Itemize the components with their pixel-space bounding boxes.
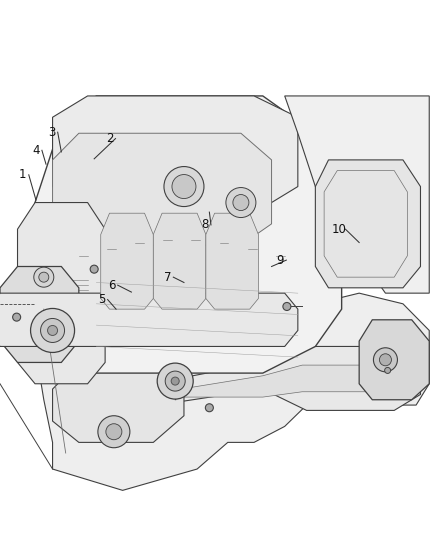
Circle shape bbox=[48, 326, 57, 335]
Circle shape bbox=[374, 348, 397, 372]
Circle shape bbox=[379, 354, 392, 366]
Polygon shape bbox=[0, 293, 298, 346]
Circle shape bbox=[164, 166, 204, 207]
Circle shape bbox=[165, 371, 185, 391]
Circle shape bbox=[39, 272, 49, 282]
Circle shape bbox=[205, 403, 213, 412]
Polygon shape bbox=[35, 293, 429, 490]
Circle shape bbox=[34, 267, 54, 287]
Text: 9: 9 bbox=[276, 254, 284, 266]
Polygon shape bbox=[131, 365, 412, 397]
Polygon shape bbox=[35, 96, 342, 373]
Circle shape bbox=[172, 174, 196, 199]
Polygon shape bbox=[206, 213, 258, 309]
Circle shape bbox=[90, 265, 98, 273]
Polygon shape bbox=[0, 266, 79, 362]
Text: 1: 1 bbox=[19, 168, 27, 181]
Text: 10: 10 bbox=[332, 223, 347, 236]
Circle shape bbox=[233, 195, 249, 211]
Text: 3: 3 bbox=[48, 126, 55, 139]
Polygon shape bbox=[153, 213, 206, 309]
Polygon shape bbox=[359, 320, 429, 400]
Circle shape bbox=[171, 377, 179, 385]
Polygon shape bbox=[53, 96, 298, 213]
Polygon shape bbox=[18, 203, 105, 384]
Circle shape bbox=[283, 302, 291, 311]
Polygon shape bbox=[315, 160, 420, 288]
Text: 6: 6 bbox=[108, 279, 116, 292]
Polygon shape bbox=[53, 133, 272, 245]
Text: 7: 7 bbox=[163, 271, 171, 284]
Circle shape bbox=[106, 424, 122, 440]
Circle shape bbox=[41, 318, 64, 343]
Polygon shape bbox=[53, 362, 184, 442]
Polygon shape bbox=[101, 213, 153, 309]
Circle shape bbox=[157, 363, 193, 399]
Circle shape bbox=[98, 416, 130, 448]
Text: 2: 2 bbox=[106, 132, 113, 145]
Text: 8: 8 bbox=[201, 219, 208, 231]
Circle shape bbox=[31, 309, 74, 352]
Text: 5: 5 bbox=[98, 293, 105, 306]
Circle shape bbox=[385, 367, 391, 374]
Text: 4: 4 bbox=[32, 144, 40, 157]
Polygon shape bbox=[123, 346, 420, 410]
Circle shape bbox=[13, 313, 21, 321]
Circle shape bbox=[226, 188, 256, 217]
Polygon shape bbox=[285, 96, 429, 293]
